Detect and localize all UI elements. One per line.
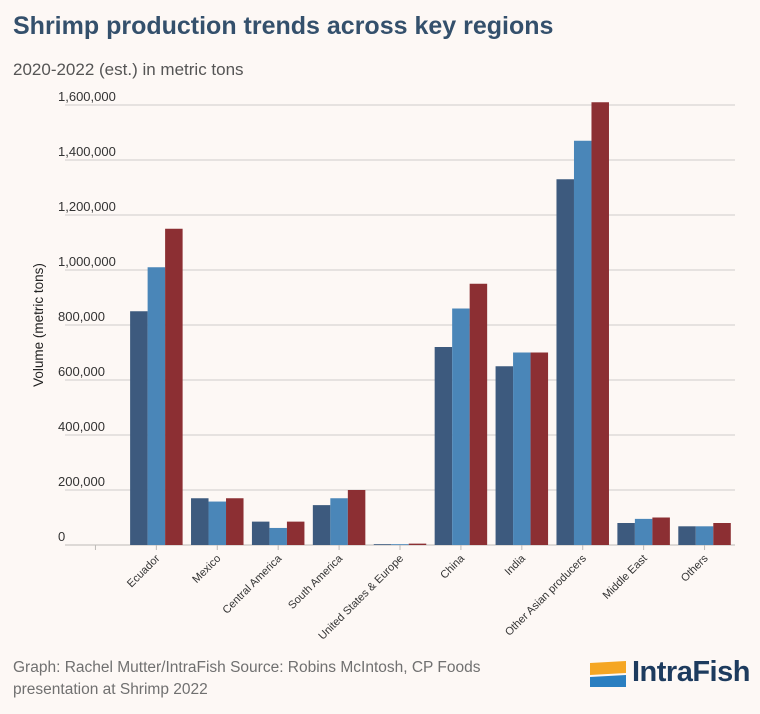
bar [695, 526, 714, 545]
chart-title: Shrimp production trends across key regi… [13, 12, 554, 40]
bar [513, 352, 531, 545]
y-tick-label: 1,000,000 [58, 254, 116, 269]
y-tick-label: 400,000 [58, 419, 105, 434]
bar [391, 544, 409, 545]
x-tick-label: Central America [220, 552, 284, 616]
bar [452, 308, 470, 545]
x-tick-label: Others [679, 552, 711, 584]
x-tick-label: India [503, 552, 529, 578]
bar [286, 521, 305, 545]
bar [373, 544, 392, 545]
bar [469, 283, 488, 545]
bar [556, 179, 574, 545]
chart-subtitle: 2020-2022 (est.) in metric tons [13, 60, 244, 79]
bar [130, 311, 148, 545]
bar-chart: 0 200,000 400,000 600,000 800,000 1,000,000 1,… [31, 89, 735, 642]
bar [678, 526, 696, 545]
x-tick-label: Mexico [190, 553, 223, 586]
x-tick-label: South America [286, 552, 346, 612]
y-axis-label: Volume (metric tons) [31, 263, 46, 387]
bar [617, 523, 635, 545]
y-tick-label: 0 [58, 529, 65, 544]
x-tick-label: Ecuador [125, 552, 163, 590]
bar [251, 521, 270, 545]
bar [530, 352, 549, 545]
logo-text: IntraFish [632, 656, 750, 688]
y-tick-label: 600,000 [58, 364, 105, 379]
bar [312, 505, 331, 545]
y-tick-label: 1,600,000 [58, 89, 116, 104]
bar [226, 498, 244, 545]
bar [713, 523, 731, 545]
x-tick-label: Middle East [601, 553, 650, 602]
bar [495, 366, 514, 545]
bar [147, 267, 166, 545]
bar [634, 518, 653, 545]
bar [434, 347, 453, 545]
bar [191, 498, 209, 545]
bar [347, 490, 366, 545]
bar [208, 501, 227, 545]
bar [165, 228, 183, 545]
source-note: Graph: Rachel Mutter/IntraFish Source: R… [13, 659, 481, 698]
y-tick-label: 1,200,000 [58, 199, 116, 214]
fish-logo-icon [590, 660, 626, 687]
bar [269, 527, 287, 545]
bar [408, 543, 427, 545]
y-tick-label: 200,000 [58, 474, 105, 489]
bar [652, 517, 670, 545]
y-tick-label: 800,000 [58, 309, 105, 324]
bar [330, 498, 348, 545]
y-tick-label: 1,400,000 [58, 144, 116, 159]
bar [591, 102, 609, 545]
intrafish-logo: IntraFish [588, 656, 750, 689]
x-tick-label: China [438, 552, 467, 581]
bar [573, 140, 592, 545]
